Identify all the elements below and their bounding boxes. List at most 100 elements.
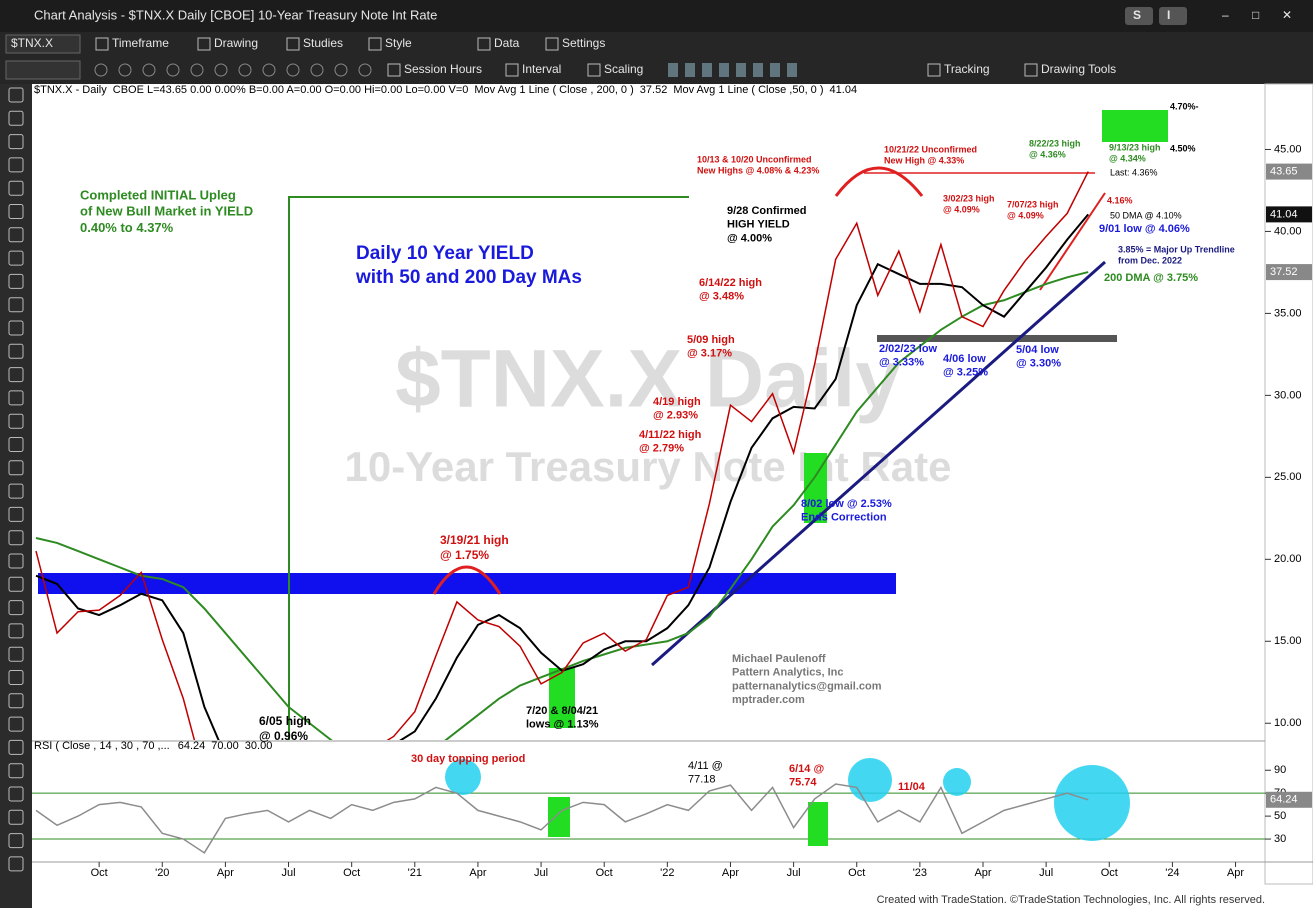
tool-icon[interactable] xyxy=(8,297,24,313)
tool-icon[interactable] xyxy=(8,413,24,429)
toolbar-icon[interactable] xyxy=(587,63,601,77)
toolbar-icon[interactable] xyxy=(685,63,695,77)
tool-icon[interactable] xyxy=(8,506,24,522)
tool-icon[interactable] xyxy=(8,180,24,196)
toolbar-icon[interactable] xyxy=(736,63,746,77)
window-button[interactable] xyxy=(1159,7,1187,25)
toolbar-item[interactable]: Timeframe xyxy=(112,36,169,50)
toolbar-item[interactable]: Style xyxy=(385,36,412,50)
tool-icon[interactable] xyxy=(8,250,24,266)
tool-icon[interactable] xyxy=(8,273,24,289)
tool-icon[interactable] xyxy=(8,320,24,336)
toolbar-icon[interactable] xyxy=(477,37,491,51)
y-tick-label: 15.00 xyxy=(1274,635,1302,647)
tool-icon[interactable] xyxy=(8,856,24,872)
tool-icon[interactable] xyxy=(8,87,24,103)
toolbar-icon[interactable] xyxy=(1024,63,1038,77)
toolbar-icon[interactable] xyxy=(358,63,372,77)
tool-icon[interactable] xyxy=(8,786,24,802)
symbol[interactable]: $TNX.X xyxy=(11,36,53,50)
window-button-label[interactable]: I xyxy=(1167,8,1170,22)
tool-icon[interactable] xyxy=(8,553,24,569)
toolbar-icon[interactable] xyxy=(310,63,324,77)
tool-icon[interactable] xyxy=(8,367,24,383)
toolbar-item[interactable]: Tracking xyxy=(944,62,990,76)
annotation: 4.50% xyxy=(1170,143,1196,153)
toolbar-item[interactable]: Drawing xyxy=(214,36,258,50)
window-button-label[interactable]: S xyxy=(1133,8,1141,22)
toolbar-icon[interactable] xyxy=(334,63,348,77)
tool-icon[interactable] xyxy=(8,530,24,546)
x-tick-label: Apr xyxy=(722,867,739,879)
tool-icon[interactable] xyxy=(8,390,24,406)
toolbar-icon[interactable] xyxy=(719,63,729,77)
annotation: mptrader.com xyxy=(732,694,805,706)
toolbar-box[interactable] xyxy=(5,60,81,80)
tool-icon[interactable] xyxy=(8,110,24,126)
symbol-box[interactable] xyxy=(5,34,81,54)
tool-icon[interactable] xyxy=(8,134,24,150)
trendline xyxy=(1039,192,1106,291)
y-tick-label: 50 xyxy=(1274,810,1286,822)
header-field: 30.00 xyxy=(245,740,273,752)
tool-icon[interactable] xyxy=(8,437,24,452)
tool-icon[interactable] xyxy=(8,623,24,639)
toolbar-icon[interactable] xyxy=(702,63,712,77)
tool-icon[interactable] xyxy=(8,670,24,685)
window-control[interactable]: ✕ xyxy=(1282,8,1292,22)
toolbar-icon[interactable] xyxy=(505,63,519,77)
toolbar-item[interactable]: Studies xyxy=(303,36,343,50)
toolbar-icon[interactable] xyxy=(927,63,941,77)
toolbar-item[interactable]: Interval xyxy=(522,62,561,76)
toolbar-icon[interactable] xyxy=(214,63,228,77)
highlight-circle xyxy=(1054,765,1130,841)
tool-icon[interactable] xyxy=(8,343,24,359)
toolbar-icon[interactable] xyxy=(545,37,559,51)
tool-icon[interactable] xyxy=(8,483,24,499)
toolbar-icon[interactable] xyxy=(770,63,780,77)
tool-icon[interactable] xyxy=(8,460,24,476)
toolbar-icon[interactable] xyxy=(368,37,382,51)
y-tick-label: 25.00 xyxy=(1274,471,1302,483)
annotation: 3.85% = Major Up Trendline xyxy=(1118,244,1235,254)
toolbar-icon[interactable] xyxy=(262,63,276,77)
tool-icon[interactable] xyxy=(8,204,24,219)
toolbar-item[interactable]: Settings xyxy=(562,36,605,50)
toolbar-item[interactable]: Scaling xyxy=(604,62,643,76)
toolbar-icon[interactable] xyxy=(286,37,300,51)
toolbar-icon[interactable] xyxy=(190,63,204,77)
annotation: 4/11/22 high xyxy=(639,429,702,441)
tool-icon[interactable] xyxy=(8,716,24,732)
tool-icon[interactable] xyxy=(8,646,24,662)
window-control[interactable]: – xyxy=(1222,8,1229,22)
x-tick-label: Oct xyxy=(91,867,108,879)
toolbar-icon[interactable] xyxy=(668,63,678,77)
toolbar-icon[interactable] xyxy=(197,37,211,51)
tool-icon[interactable] xyxy=(8,157,24,173)
toolbar-icon[interactable] xyxy=(118,63,132,77)
toolbar-icon[interactable] xyxy=(142,63,156,77)
toolbar-icon[interactable] xyxy=(753,63,763,77)
toolbar-icon[interactable] xyxy=(166,63,180,77)
toolbar-icon[interactable] xyxy=(238,63,252,77)
toolbar-icon[interactable] xyxy=(787,63,797,77)
tool-icon[interactable] xyxy=(8,693,24,709)
tool-icon[interactable] xyxy=(8,833,24,849)
tool-icon[interactable] xyxy=(8,763,24,779)
toolbar-icon[interactable] xyxy=(95,37,109,51)
tool-icon[interactable] xyxy=(8,576,24,592)
window-control[interactable]: □ xyxy=(1252,8,1259,22)
toolbar-icon[interactable] xyxy=(387,63,401,77)
window-button[interactable] xyxy=(1125,7,1153,25)
toolbar-item[interactable]: Session Hours xyxy=(404,62,482,76)
annotation: 77.18 xyxy=(688,774,716,786)
tool-icon[interactable] xyxy=(8,739,24,755)
toolbar-item[interactable]: Data xyxy=(494,36,520,50)
x-tick-label: Apr xyxy=(974,867,991,879)
tool-icon[interactable] xyxy=(8,600,24,616)
toolbar-item[interactable]: Drawing Tools xyxy=(1041,62,1116,76)
toolbar-icon[interactable] xyxy=(94,63,108,77)
tool-icon[interactable] xyxy=(8,809,24,825)
tool-icon[interactable] xyxy=(8,227,24,243)
toolbar-icon[interactable] xyxy=(286,63,300,77)
